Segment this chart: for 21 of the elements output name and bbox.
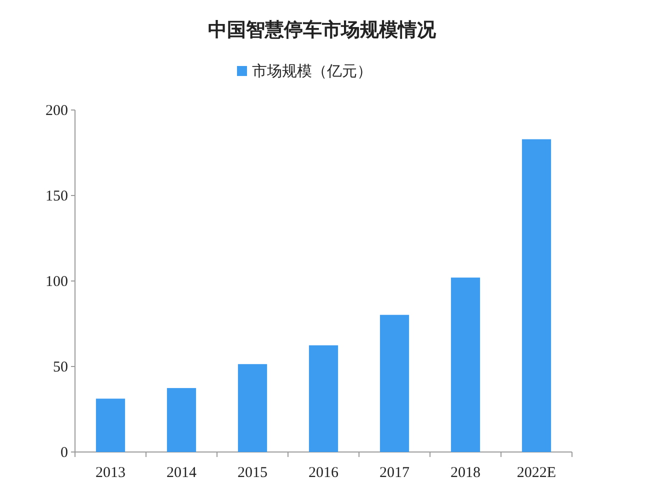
x-tick-label: 2014 — [166, 465, 197, 481]
bar — [450, 278, 480, 452]
x-tick-label: 2017 — [380, 465, 410, 481]
y-tick-label: 100 — [46, 274, 68, 290]
bar — [166, 388, 196, 452]
bar — [380, 314, 410, 452]
y-tick-label: 50 — [53, 360, 68, 376]
x-tick-label: 2015 — [238, 465, 268, 481]
x-tick-label: 2016 — [308, 465, 339, 481]
chart-title: 中国智慧停车市场规模情况 — [208, 19, 437, 41]
y-tick-label: 150 — [46, 188, 68, 204]
y-tick-label: 0 — [60, 445, 68, 461]
x-tick-label: 2013 — [96, 465, 126, 481]
y-tick-label: 200 — [46, 103, 68, 119]
x-tick-label: 2018 — [450, 465, 480, 481]
bar — [522, 139, 552, 452]
bar — [308, 345, 338, 452]
bar — [238, 364, 268, 452]
x-tick-label: 2022E — [516, 465, 556, 481]
legend-label: 市场规模（亿元） — [252, 62, 372, 80]
bar — [96, 398, 126, 452]
